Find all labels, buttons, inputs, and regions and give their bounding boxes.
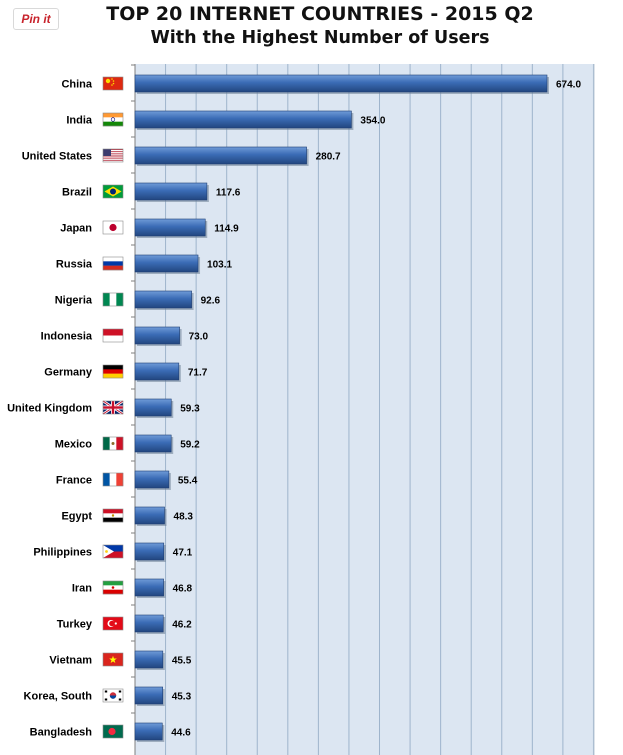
chart-subtitle: With the Highest Number of Users (150, 28, 490, 48)
data-label: 45.3 (172, 692, 192, 703)
india-flag-icon (102, 112, 124, 127)
data-label: 103.1 (207, 260, 232, 271)
category-label: France (56, 475, 92, 487)
category-label: Mexico (55, 439, 93, 451)
data-label: 46.8 (173, 584, 193, 595)
brazil-flag-icon (102, 184, 124, 199)
china-flag-icon (102, 76, 124, 91)
bar (134, 362, 180, 381)
bar (134, 398, 172, 417)
japan-flag-icon (102, 220, 124, 235)
category-label: Turkey (57, 619, 93, 631)
category-label: United States (22, 151, 92, 163)
category-label: United Kingdom (7, 403, 92, 415)
iran-flag-icon (102, 580, 124, 595)
data-label: 45.5 (172, 656, 192, 667)
category-label: Germany (44, 367, 93, 379)
russia-flag-icon (102, 256, 124, 271)
vietnam-flag-icon (102, 652, 124, 667)
bar (134, 326, 180, 345)
category-label: Russia (56, 259, 93, 271)
indonesia-flag-icon (102, 328, 124, 343)
bar (134, 614, 164, 633)
data-label: 44.6 (171, 728, 191, 739)
data-label: 92.6 (201, 296, 221, 307)
bar (134, 218, 206, 237)
south-korea-flag-icon (102, 688, 124, 703)
chart-title: TOP 20 INTERNET COUNTRIES - 2015 Q2 (106, 3, 534, 25)
bar (134, 722, 163, 741)
category-label: Vietnam (49, 655, 92, 667)
data-label: 114.9 (214, 224, 239, 235)
mexico-flag-icon (102, 436, 124, 451)
bar (134, 254, 199, 273)
data-label: 46.2 (172, 620, 192, 631)
data-label: 59.2 (180, 440, 200, 451)
usa-flag-icon (102, 148, 124, 163)
bar (134, 110, 352, 129)
bar (134, 146, 307, 165)
category-label: Japan (60, 223, 92, 235)
philippines-flag-icon (102, 544, 124, 559)
bar (134, 434, 172, 453)
data-label: 674.0 (556, 80, 581, 91)
data-label: 55.4 (178, 476, 198, 487)
category-label: Indonesia (41, 331, 93, 343)
bar (134, 650, 164, 669)
data-label: 73.0 (189, 332, 209, 343)
category-label: Nigeria (55, 295, 93, 307)
germany-flag-icon (102, 364, 124, 379)
bar (134, 470, 170, 489)
egypt-flag-icon (102, 508, 124, 523)
data-label: 71.7 (188, 368, 208, 379)
category-label: Philippines (33, 547, 92, 559)
category-label: Brazil (62, 187, 92, 199)
category-label: India (66, 115, 93, 127)
data-label: 59.3 (180, 404, 200, 415)
category-label: Bangladesh (30, 727, 93, 739)
bangladesh-flag-icon (102, 724, 124, 739)
bar (134, 74, 548, 93)
category-label: Egypt (61, 511, 92, 523)
data-label: 117.6 (216, 188, 241, 199)
nigeria-flag-icon (102, 292, 124, 307)
uk-flag-icon (102, 399, 124, 416)
bar (134, 686, 163, 705)
category-label: Iran (72, 583, 92, 595)
category-label: China (61, 79, 92, 91)
category-label: Korea, South (24, 691, 93, 703)
bar (134, 578, 164, 597)
france-flag-icon (102, 472, 124, 487)
bar (134, 182, 208, 201)
data-label: 48.3 (174, 512, 194, 523)
pin-it-button[interactable]: Pin it (13, 8, 59, 30)
plot-area (135, 64, 594, 755)
bar (134, 506, 165, 525)
data-label: 280.7 (316, 152, 341, 163)
data-label: 47.1 (173, 548, 193, 559)
data-label: 354.0 (360, 116, 385, 127)
chart-title-block: TOP 20 INTERNET COUNTRIES - 2015 Q2 With… (60, 2, 580, 50)
bar (134, 542, 165, 561)
bar (134, 290, 192, 309)
turkey-flag-icon (102, 616, 124, 631)
